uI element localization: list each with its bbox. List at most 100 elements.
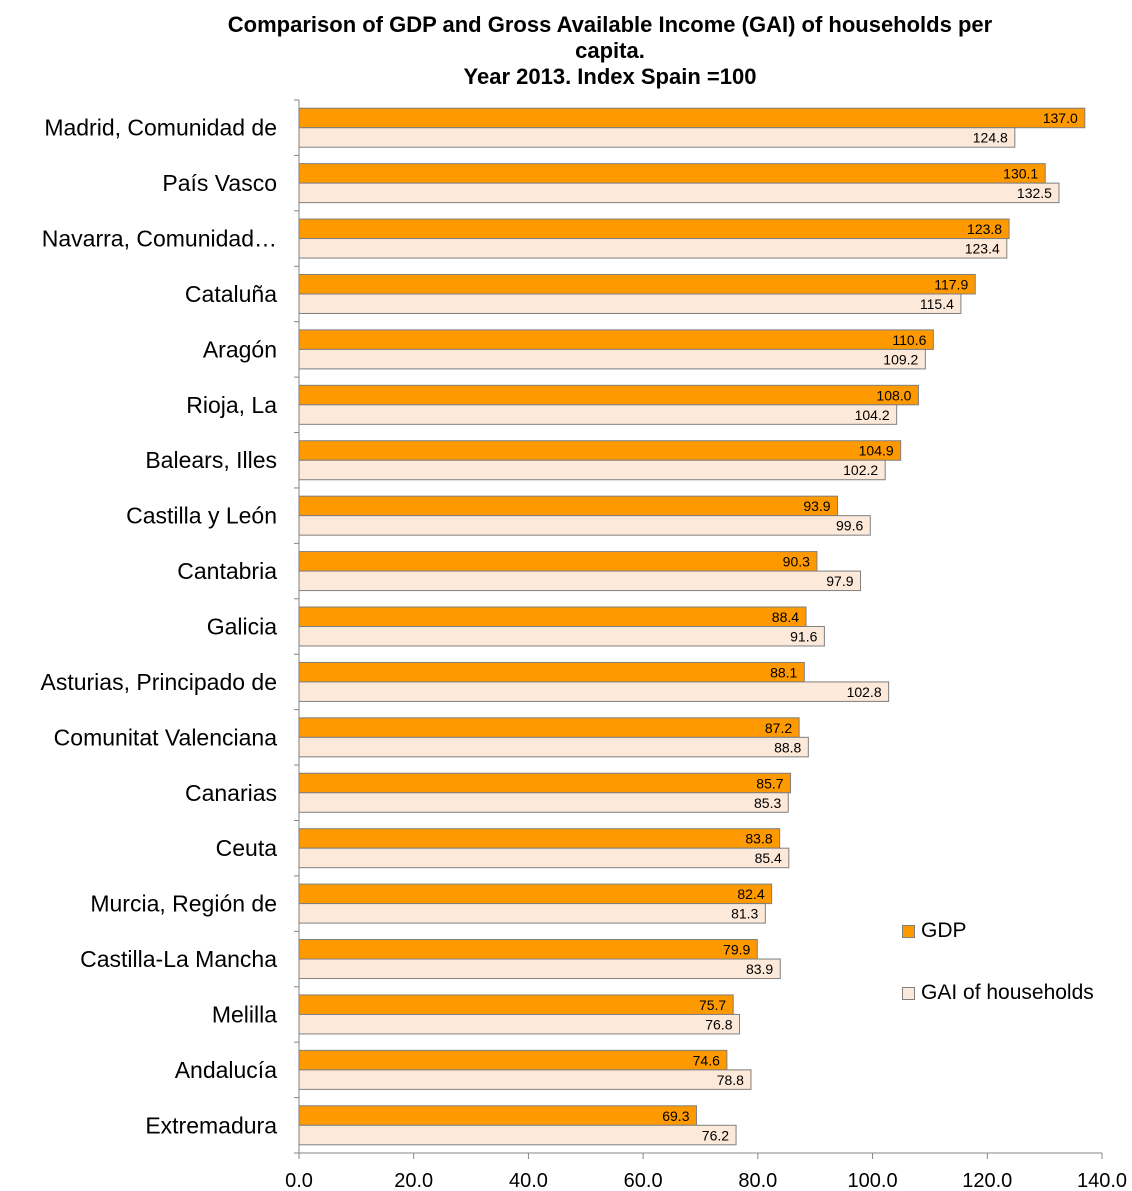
bar-gdp [298, 495, 839, 517]
x-tick-label: 80.0 [738, 1170, 777, 1191]
bar-gai [298, 238, 1008, 259]
data-label-gai: 78.8 [717, 1072, 744, 1088]
bar-gai [298, 127, 1016, 148]
category-label: Andalucía [175, 1057, 278, 1083]
bar-gdp [298, 1105, 697, 1126]
x-tick-label: 40.0 [509, 1170, 548, 1191]
bar-gai [298, 903, 766, 924]
data-label-gdp: 83.8 [745, 831, 772, 847]
bar-gdp [298, 661, 805, 683]
category-label: Ceuta [216, 835, 278, 861]
x-tick-label: 120.0 [962, 1170, 1012, 1191]
bar-gdp [298, 717, 800, 738]
data-label-gdp: 110.6 [892, 332, 926, 348]
bar-gdp [298, 218, 1010, 240]
data-label-gdp: 79.9 [723, 942, 750, 958]
chart-title-line-3: Year 2013. Index Spain =100 [463, 64, 757, 89]
data-label-gdp: 85.7 [756, 775, 783, 791]
bar-gai [298, 515, 871, 536]
bar-gai [298, 570, 862, 592]
category-label: Navarra, Comunidad… [42, 226, 277, 252]
category-label: Castilla y León [126, 503, 277, 529]
legend-swatch-gdp [902, 924, 915, 938]
bar-gai [298, 847, 790, 869]
chart-title-line-2: capita. [575, 38, 645, 63]
legend-item-gai: GAI of households [902, 977, 1094, 1009]
x-tick-label: 140.0 [1077, 1170, 1127, 1191]
legend-label-gai: GAI of households [921, 981, 1094, 1004]
data-label-gai: 99.6 [836, 518, 863, 534]
bar-gdp [298, 1049, 728, 1071]
bar-gai [298, 182, 1060, 204]
data-label-gai: 91.6 [790, 629, 817, 645]
data-label-gai: 123.4 [965, 241, 1000, 257]
data-label-gai: 81.3 [731, 906, 758, 922]
data-label-gai: 109.2 [883, 351, 918, 367]
data-label-gdp: 137.0 [1043, 110, 1078, 126]
category-label: Extremadura [145, 1112, 277, 1138]
category-label: Madrid, Comunidad de [44, 115, 277, 141]
data-label-gai: 76.2 [702, 1127, 729, 1143]
data-label-gdp: 123.8 [967, 221, 1002, 237]
data-label-gai: 88.8 [774, 739, 801, 755]
data-label-gdp: 87.2 [765, 720, 792, 736]
bar-gdp [298, 107, 1086, 129]
data-label-gai: 104.2 [855, 407, 890, 423]
data-label-gdp: 88.1 [770, 664, 797, 680]
bar-gai [298, 293, 962, 314]
data-label-gai: 124.8 [973, 130, 1008, 146]
bar-gai [298, 1069, 752, 1090]
data-label-gai: 85.3 [754, 795, 781, 811]
category-label: Murcia, Región de [90, 891, 277, 917]
data-label-gai: 85.4 [755, 850, 782, 866]
bar-gdp [298, 994, 734, 1015]
data-label-gai: 83.9 [746, 961, 773, 977]
category-label: Rioja, La [186, 392, 277, 418]
chart-title-line-1: Comparison of GDP and Gross Available In… [227, 12, 993, 37]
data-label-gdp: 117.9 [934, 276, 968, 292]
data-label-gdp: 104.9 [859, 443, 894, 459]
data-label-gdp: 74.6 [693, 1052, 720, 1068]
data-label-gai: 132.5 [1017, 185, 1052, 201]
chart-title: Comparison of GDP and Gross Available In… [60, 12, 1132, 90]
bar-gai [298, 1013, 741, 1035]
legend-item-gdp: GDP [902, 915, 1094, 947]
category-label: Aragón [203, 336, 277, 362]
category-label: Comunitat Valenciana [54, 724, 278, 750]
bar-gdp [298, 273, 976, 295]
data-label-gdp: 75.7 [699, 997, 726, 1013]
bar-gdp [298, 606, 807, 627]
bar-gdp [298, 939, 758, 960]
category-label: Canarias [185, 780, 277, 806]
legend: GDP GAI of households [902, 915, 1094, 1039]
x-tick-label: 0.0 [285, 1170, 313, 1191]
bar-gdp [298, 883, 773, 905]
legend-label-gdp: GDP [921, 919, 967, 942]
data-label-gdp: 130.1 [1003, 166, 1038, 182]
bar-gdp [298, 384, 919, 406]
category-label: Asturias, Principado de [40, 669, 277, 695]
data-label-gdp: 88.4 [772, 609, 799, 625]
x-tick-label: 100.0 [848, 1170, 898, 1191]
bar-gdp [298, 163, 1046, 184]
x-tick-label: 60.0 [624, 1170, 663, 1191]
bar-gai [298, 792, 789, 813]
bar-gai [298, 348, 926, 370]
data-label-gdp: 108.0 [876, 387, 911, 403]
bar-gdp [298, 440, 902, 461]
legend-swatch-gai [902, 986, 915, 1000]
bar-gai [298, 681, 890, 702]
bar-gdp [298, 329, 934, 350]
data-label-gdp: 90.3 [783, 554, 810, 570]
bar-gdp [298, 772, 792, 794]
data-label-gdp: 69.3 [662, 1108, 689, 1124]
bar-gai [298, 1124, 737, 1146]
data-label-gai: 97.9 [826, 573, 853, 589]
data-label-gdp: 82.4 [737, 886, 764, 902]
category-label: Cantabria [177, 558, 277, 584]
bar-gai [298, 459, 886, 481]
data-label-gai: 115.4 [920, 296, 954, 312]
category-label: Melilla [212, 1001, 277, 1027]
category-label: Cataluña [185, 281, 277, 307]
data-label-gdp: 93.9 [803, 498, 830, 514]
